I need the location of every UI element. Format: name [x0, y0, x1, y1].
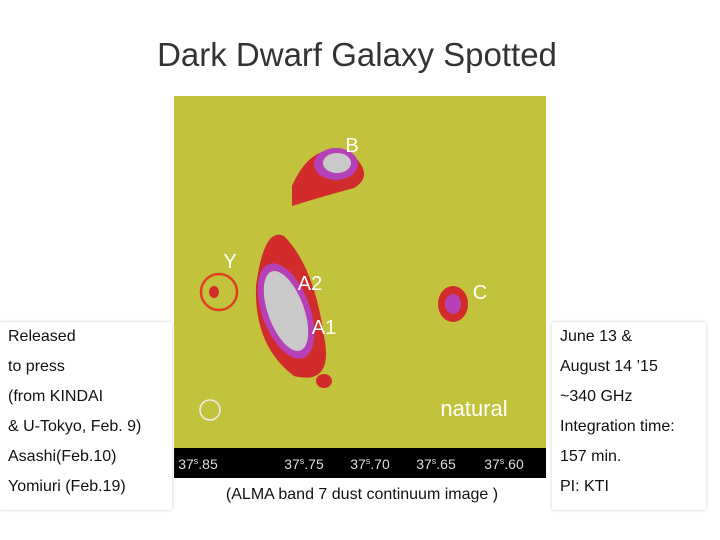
text-line: ~340 GHz [560, 388, 633, 405]
image-background [174, 96, 546, 448]
slide-title: Dark Dwarf Galaxy Spotted [157, 36, 557, 73]
tick-part: s [194, 456, 199, 466]
text-line: Yomiuri (Feb.19) [8, 478, 126, 495]
tick-part: .85 [198, 456, 218, 472]
text-line: Integration time: [560, 418, 675, 435]
text-line: June 13 & [560, 328, 633, 345]
label-c: C [473, 282, 487, 304]
axis-tick-label: 37s.70 [350, 456, 390, 472]
text-line: & U-Tokyo, Feb. 9) [8, 418, 142, 435]
tick-part: 37 [178, 456, 194, 472]
axis-tick-label: 37s.65 [416, 456, 456, 472]
alma-image: B Y A2 A1 C natural 37s.85 37s.75 37s.70 37… [174, 96, 546, 478]
label-a1: A1 [312, 317, 336, 339]
label-natural: natural [440, 396, 507, 421]
text-line: 157 min. [560, 448, 622, 465]
label-y: Y [223, 251, 236, 273]
tick-part: .75 [304, 456, 324, 472]
tick-part: .60 [504, 456, 524, 472]
tick-part: 37 [284, 456, 300, 472]
label-a2: A2 [298, 273, 322, 295]
tick-part: 37 [484, 456, 500, 472]
left-text-box: Released to press (from KINDAI & U-Tokyo, F… [0, 322, 172, 510]
tick-part: .65 [436, 456, 456, 472]
tick-part: .70 [370, 456, 390, 472]
axis-ticks: 37s.85 37s.75 37s.70 37s.65 37s.60 [178, 456, 524, 472]
axis-tick-label: 37s.75 [284, 456, 324, 472]
tick-part: 37 [350, 456, 366, 472]
tick-part: s [432, 456, 437, 466]
image-caption: (ALMA band 7 dust continuum image ) [225, 486, 499, 503]
text-line: Released [8, 328, 76, 345]
text-line: PI: KTI [560, 478, 609, 495]
text-line: (from KINDAI [8, 388, 104, 405]
text-line: to press [8, 358, 65, 375]
tick-part: 37 [416, 456, 432, 472]
right-text-box: June 13 & August 14 ’15 ~340 GHz Integratio… [552, 322, 706, 510]
axis-tick-label: 37s.60 [484, 456, 524, 472]
axis-strip [174, 448, 546, 478]
tick-part: s [500, 456, 505, 466]
text-line: Asashi(Feb.10) [8, 448, 117, 465]
text-line: August 14 ’15 [560, 358, 658, 375]
emission-blobs [199, 148, 468, 421]
tick-part: s [300, 456, 305, 466]
axis-tick-label: 37s.85 [178, 456, 218, 472]
tick-part: s [366, 456, 371, 466]
label-b: B [345, 135, 358, 157]
